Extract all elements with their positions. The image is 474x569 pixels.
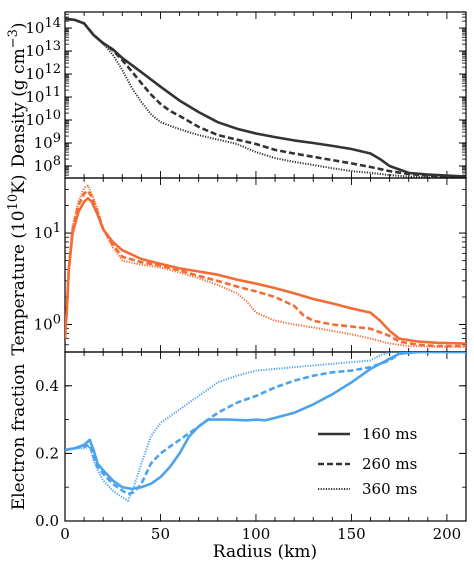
density-ytick-label: 1013: [25, 39, 61, 60]
electron-fraction-ylabel: Electron fraction: [9, 364, 29, 511]
density-ytick-label: 109: [34, 131, 61, 152]
temperature-series-260ms: [65, 189, 466, 348]
temperature-ylabel-exp: 10: [6, 194, 21, 211]
density-ytick-label: 1014: [25, 16, 61, 37]
density-ylabel: Density (g cm−3): [6, 22, 29, 167]
x-tick-label: 100: [242, 525, 271, 543]
density-ytick-label: 108: [34, 154, 61, 175]
electron_fraction-ytick-label: 0.0: [35, 512, 59, 530]
temperature-ylabel-close: K): [9, 175, 29, 194]
density-series-160ms: [65, 17, 466, 178]
temperature-series-360ms: [65, 184, 466, 348]
temperature-marks: 100 101: [34, 177, 467, 353]
legend-label-360ms: 360 ms: [362, 480, 417, 498]
x-axis: 0 50 100 150 200: [60, 525, 461, 543]
electron-fraction-marks: 0.0 0.2 0.4: [35, 351, 467, 530]
temperature-panel: 100 101 Temperature (1010K): [6, 175, 467, 356]
x-tick-label: 200: [433, 525, 462, 543]
density-ylabel-exp: −3: [6, 29, 21, 48]
legend-label-260ms: 260 ms: [362, 455, 417, 473]
x-tick-label: 150: [337, 525, 366, 543]
density-ytick-label: 1010: [25, 108, 61, 129]
density-ytick-label: 1011: [25, 85, 61, 106]
temperature-ytick-label: 101: [34, 221, 61, 242]
density-plot-frame: [64, 11, 467, 179]
x-tick-label: 50: [151, 525, 170, 543]
temperature-ylabel-text: Temperature (10: [9, 210, 29, 355]
density-series-260ms: [65, 17, 466, 178]
temperature-ytick-label: 100: [34, 312, 61, 333]
density-ytick-label: 1012: [25, 62, 61, 83]
temperature-plot-frame: [64, 177, 467, 353]
electron-fraction-panel: 0.0 0.2 0.4 Electron fraction: [9, 351, 467, 530]
electron_fraction-series-160ms: [65, 352, 466, 491]
legend: 160 ms 260 ms 360 ms: [318, 425, 417, 498]
legend-label-160ms: 160 ms: [362, 425, 417, 443]
density-series-360ms: [65, 17, 466, 178]
electron_fraction-series-260ms: [65, 352, 466, 496]
electron_fraction-ytick-label: 0.4: [35, 377, 59, 395]
x-axis-label: Radius (km): [213, 542, 317, 562]
density-ylabel-text: Density (g cm: [9, 48, 29, 167]
temperature-series-160ms: [65, 197, 466, 345]
x-tick-label: 0: [60, 525, 70, 543]
density-ylabel-close: ): [9, 22, 29, 29]
electron_fraction-ytick-label: 0.2: [35, 444, 59, 462]
electron-fraction-plot-frame: [64, 351, 467, 522]
temperature-ylabel: Temperature (1010K): [6, 175, 29, 356]
